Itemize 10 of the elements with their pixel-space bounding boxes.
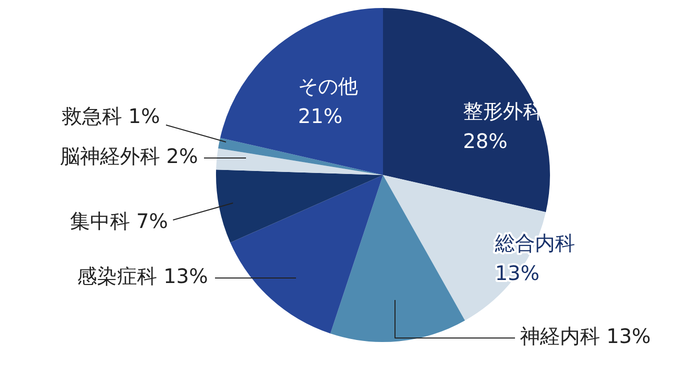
slice-label: 集中科 7%: [70, 209, 168, 234]
data-label: 13%: [495, 261, 540, 286]
slice-label: 脳神経外科 2%: [60, 144, 198, 168]
slice-label: 感染症科 13%: [77, 264, 208, 288]
slice-label: 神経内科 13%: [520, 324, 651, 348]
slice-label: 救急科 1%: [60, 104, 160, 128]
slice-label: 総合内科: [494, 231, 575, 256]
data-label: 21%: [298, 104, 342, 128]
data-label: 28%: [463, 129, 508, 154]
slice-label: その他: [298, 74, 358, 98]
